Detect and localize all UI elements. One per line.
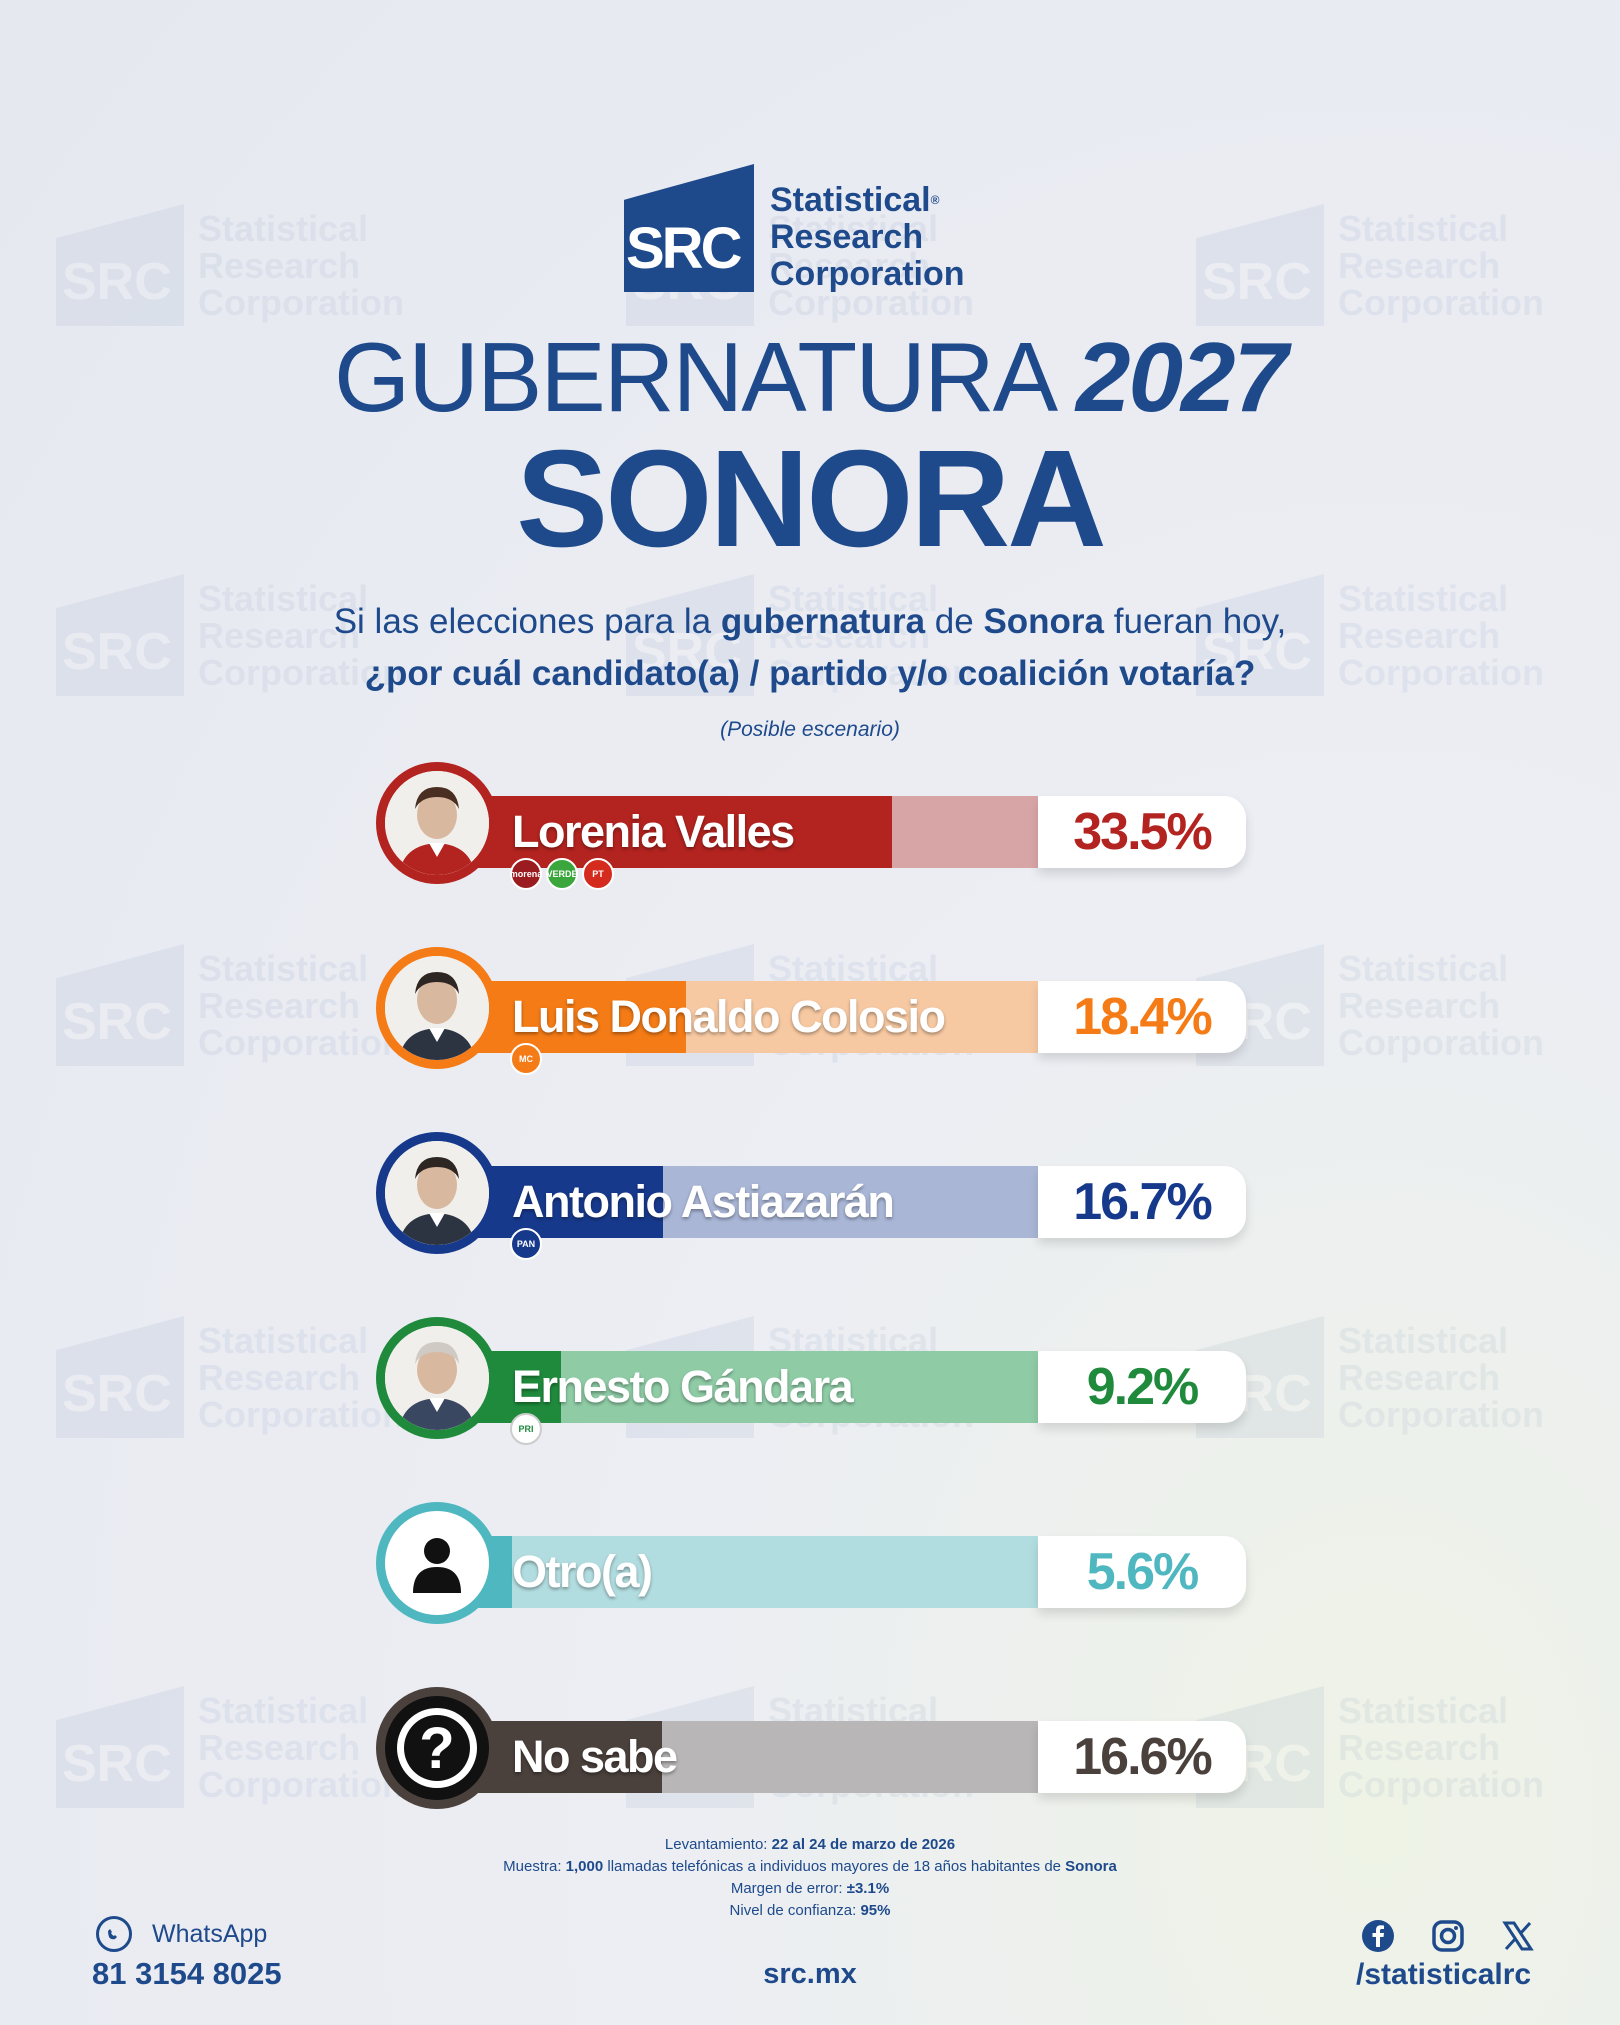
svg-text:?: ? [419, 1716, 454, 1781]
chart-row: Otro(a) 5.6% [376, 1502, 1246, 1628]
chart-row: Lorenia Valles 33.5% morena VERDE PT [376, 762, 1246, 890]
methodology-notes: Levantamiento: 22 al 24 de marzo de 2026… [503, 1836, 1117, 1919]
page-title: GUBERNATURA 2027 [0, 328, 1620, 426]
person-icon [376, 1502, 498, 1624]
social-icons [1358, 1916, 1538, 1956]
percent-label: 9.2% [1038, 1351, 1246, 1423]
scenario-note: (Posible escenario) [720, 718, 900, 741]
percent-label: 16.6% [1038, 1721, 1246, 1793]
chart-row: Ernesto Gándara 9.2% PRI [376, 1317, 1246, 1445]
candidate-name: Ernesto Gándara [512, 1361, 854, 1412]
brand-logo: SRC Statistical® Research Corporation [624, 164, 965, 293]
party-logo-icon: morena [510, 858, 542, 890]
watermark-mark: SRC [56, 204, 184, 326]
candidate-avatar [376, 947, 498, 1069]
whatsapp-icon [96, 1916, 132, 1952]
bar [436, 796, 892, 868]
candidate-avatar [376, 1132, 498, 1254]
facebook-icon[interactable] [1358, 1916, 1398, 1956]
party-logo-icon: PAN [510, 1228, 542, 1260]
candidate-name: Antonio Astiazarán [512, 1176, 895, 1227]
candidate-name: No sabe [512, 1731, 678, 1782]
chart-row: Antonio Astiazarán 16.7% PAN [376, 1132, 1246, 1260]
party-logo-icon: PRI [510, 1413, 542, 1445]
candidate-name: Otro(a) [512, 1546, 653, 1597]
candidate-name: Lorenia Valles [512, 806, 795, 857]
party-logo-icon: VERDE [546, 858, 578, 890]
whatsapp-label: WhatsApp [152, 1919, 268, 1948]
website-link[interactable]: src.mx [763, 1958, 857, 1990]
candidate-avatar [376, 1317, 498, 1439]
party-logo-icon: MC [510, 1043, 542, 1075]
watermark-mark: SRC [56, 1686, 184, 1808]
party-logos: PAN [510, 1228, 542, 1260]
whatsapp-phone[interactable]: 81 3154 8025 [92, 1956, 282, 1991]
question-icon: ? [376, 1687, 498, 1809]
watermark-mark: SRC [1196, 204, 1324, 326]
whatsapp-contact[interactable]: WhatsApp [96, 1916, 267, 1952]
percent-label: 33.5% [1038, 796, 1246, 868]
x-icon[interactable] [1498, 1916, 1538, 1956]
party-logos: morena VERDE PT [510, 858, 614, 890]
title-year: 2027 [1075, 322, 1288, 432]
watermark-mark: SRC [56, 1316, 184, 1438]
state-title: SONORA [516, 422, 1107, 576]
survey-question: Si las elecciones para la gubernatura de… [333, 602, 1287, 693]
src-logo-mark: SRC [624, 164, 754, 292]
percent-label: 18.4% [1038, 981, 1246, 1053]
bar-background [436, 1536, 1116, 1608]
instagram-icon[interactable] [1428, 1916, 1468, 1956]
percent-label: 16.7% [1038, 1166, 1246, 1238]
social-handle[interactable]: /statisticalrc [1356, 1958, 1532, 1991]
title-text: GUBERNATURA [334, 322, 1053, 432]
party-logos: PRI [510, 1413, 542, 1445]
chart-row: Luis Donaldo Colosio 18.4% MC [376, 947, 1246, 1075]
party-logos: MC [510, 1043, 542, 1075]
party-logo-icon: PT [582, 858, 614, 890]
brand-name: Statistical® Research Corporation [770, 181, 965, 293]
candidate-avatar [376, 762, 498, 884]
candidate-name: Luis Donaldo Colosio [512, 991, 946, 1042]
chart-row: No sabe 16.6%? [376, 1687, 1246, 1813]
watermark-mark: SRC [56, 944, 184, 1066]
percent-label: 5.6% [1038, 1536, 1246, 1608]
